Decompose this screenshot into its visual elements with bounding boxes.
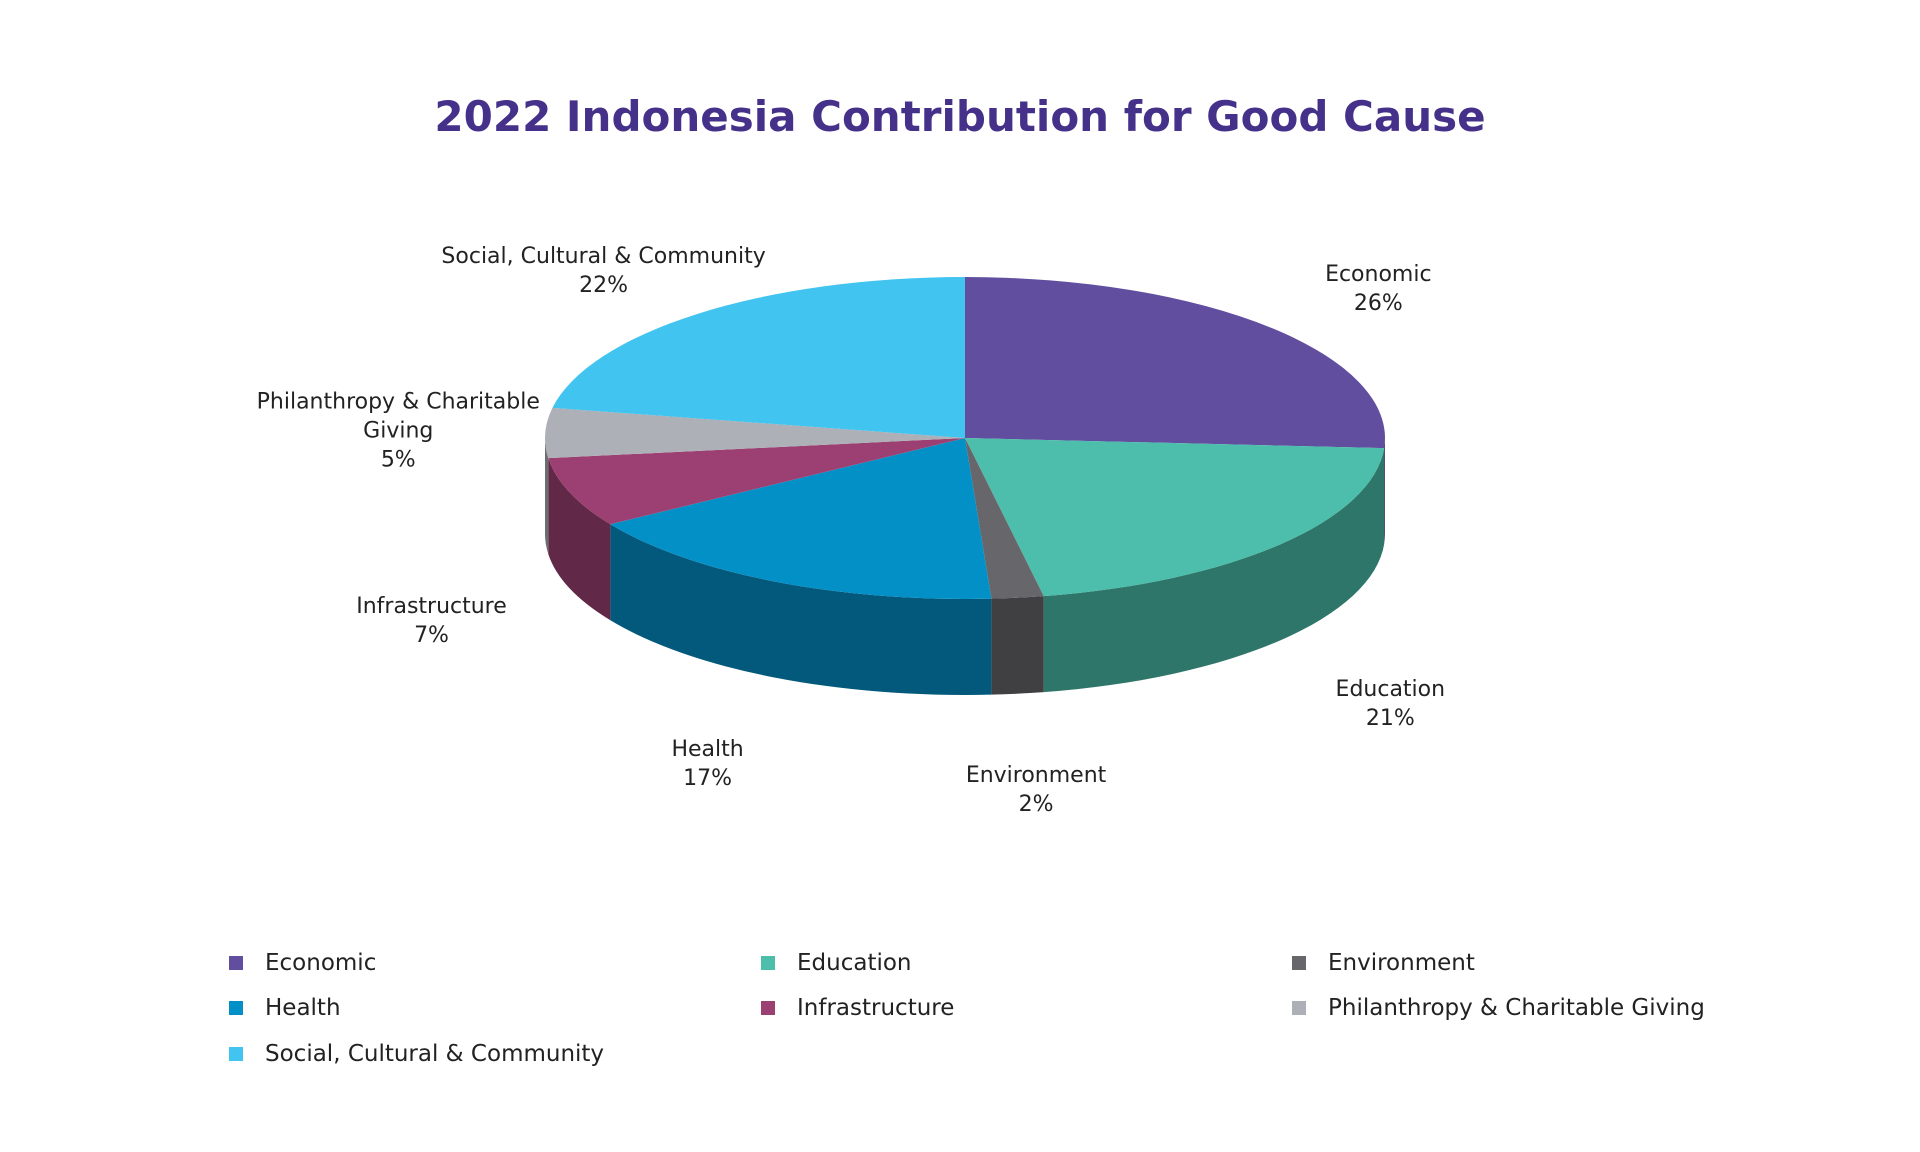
legend-swatch	[229, 1047, 243, 1061]
data-label-value: 22%	[579, 272, 629, 298]
pie-slice-side	[610, 524, 992, 696]
legend-swatch	[1292, 1001, 1306, 1015]
data-label-name: Philanthropy & Charitable Giving	[256, 389, 540, 444]
data-label-value: 26%	[1353, 291, 1403, 317]
data-label-value: 21%	[1365, 706, 1415, 732]
data-label: Health 17%	[538, 735, 878, 793]
data-label: Economic 26%	[1208, 260, 1548, 318]
legend-item: Environment	[1292, 950, 1475, 976]
data-label-name: Economic	[1325, 262, 1432, 288]
pie-slice	[965, 438, 1385, 597]
pie-slice-side	[1043, 448, 1385, 693]
data-label-name: Environment	[965, 762, 1107, 788]
legend-item: Health	[229, 995, 341, 1021]
data-label-value: 7%	[414, 623, 449, 649]
pie-slice-side	[991, 596, 1044, 695]
legend-item: Philanthropy & Charitable Giving	[1292, 995, 1705, 1021]
legend-item: Economic	[229, 950, 376, 976]
legend-label: Infrastructure	[797, 995, 955, 1021]
data-label: Philanthropy & Charitable Giving 5%	[238, 388, 558, 475]
pie-slice	[548, 438, 965, 525]
data-label-value: 5%	[380, 447, 416, 473]
legend-label: Environment	[1328, 950, 1475, 976]
chart-title: 2022 Indonesia Contribution for Good Cau…	[434, 92, 1486, 141]
legend-swatch	[761, 1001, 775, 1015]
legend-label: Health	[265, 995, 341, 1021]
data-label-value: 2%	[1018, 791, 1054, 817]
data-label: Infrastructure 7%	[262, 592, 602, 650]
data-label-name: Infrastructure	[356, 594, 507, 620]
pie-tops	[545, 277, 1386, 599]
legend-label: Education	[797, 950, 912, 976]
pie-slice-side	[545, 438, 549, 555]
legend-item: Social, Cultural & Community	[229, 1041, 604, 1067]
legend-item: Infrastructure	[761, 995, 954, 1021]
pie-slice	[545, 407, 965, 459]
legend-swatch	[1292, 956, 1306, 970]
legend-item: Education	[761, 950, 912, 976]
legend-swatch	[229, 956, 243, 970]
pie-slice	[610, 438, 992, 599]
pie-slice	[965, 277, 1386, 449]
pie-slice-side	[548, 458, 611, 621]
data-label: Social, Cultural & Community 22%	[434, 242, 774, 300]
data-label: Environment 2%	[866, 761, 1206, 819]
pie-sides	[545, 438, 1385, 696]
pie-slice	[552, 277, 965, 438]
data-label-name: Social, Cultural & Community	[441, 243, 766, 269]
legend-label: Social, Cultural & Community	[265, 1041, 605, 1067]
legend-swatch	[761, 956, 775, 970]
data-label-name: Education	[1335, 677, 1446, 703]
pie-slice	[965, 438, 1044, 599]
data-label: Education 21%	[1220, 675, 1560, 733]
data-label-value: 17%	[683, 765, 733, 791]
pie-slice-side	[1384, 438, 1385, 545]
legend-label: Economic	[265, 950, 377, 976]
legend-swatch	[229, 1001, 243, 1015]
legend-label: Philanthropy & Charitable Giving	[1328, 995, 1705, 1021]
data-label-name: Health	[671, 736, 744, 762]
